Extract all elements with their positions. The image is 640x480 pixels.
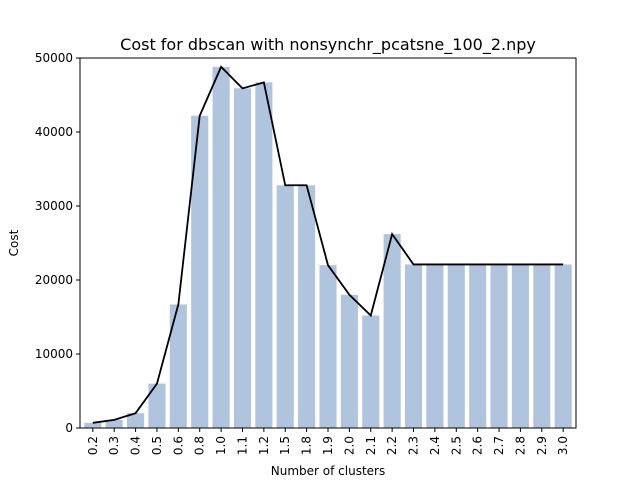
bar-0.8	[191, 115, 209, 428]
x-tick-label: 3.0	[556, 436, 570, 455]
y-tick-label: 40000	[35, 125, 73, 139]
x-tick-label: 1.8	[300, 436, 314, 455]
bar-2.6	[469, 264, 487, 428]
x-axis: 0.2 0.3 0.4 0.5 0.6 0.8 1.0 1.1 1.2 1.5 1.8 1.9 2.0 2…	[86, 428, 570, 455]
x-tick-label: 2.9	[535, 436, 549, 455]
x-tick-label: 2.3	[407, 436, 421, 455]
x-tick-label: 2.0	[342, 436, 356, 455]
y-tick-label: 20000	[35, 273, 73, 287]
bar-1.8	[298, 185, 316, 428]
bars-group	[84, 66, 572, 429]
bar-0.6	[169, 304, 187, 428]
bar-3.0	[554, 264, 572, 428]
bar-2.1	[362, 315, 380, 428]
x-tick-label: 1.0	[214, 436, 228, 455]
y-tick-label: 10000	[35, 347, 73, 361]
y-tick-label: 30000	[35, 199, 73, 213]
bar-2.3	[404, 264, 423, 428]
x-tick-label: 1.2	[257, 436, 271, 455]
bar-0.4	[127, 413, 145, 428]
bar-1.9	[319, 265, 337, 428]
y-axis-label: Cost	[7, 229, 21, 256]
x-tick-label: 1.5	[278, 436, 292, 455]
x-tick-label: 0.2	[86, 436, 100, 455]
x-tick-label: 2.7	[492, 436, 506, 455]
bar-2.2	[383, 234, 401, 428]
cost-line	[92, 65, 564, 424]
bar-2.5	[447, 264, 465, 428]
bar-2.7	[490, 264, 508, 428]
bar-1.5	[276, 185, 294, 428]
y-tick-label: 50000	[35, 51, 73, 65]
x-tick-label: 2.2	[385, 436, 399, 455]
x-tick-label: 1.9	[321, 436, 335, 455]
x-tick-label: 2.5	[449, 436, 463, 455]
bar-0.5	[148, 383, 166, 428]
bar-1.0	[212, 66, 230, 428]
x-tick-label: 0.3	[107, 436, 121, 455]
y-axis: 0 10000 20000 30000 40000 50000	[35, 51, 80, 435]
x-tick-label: 0.8	[193, 436, 207, 455]
bar-1.1	[233, 88, 252, 428]
x-tick-label: 1.1	[235, 436, 249, 455]
x-tick-label: 2.8	[513, 436, 527, 455]
x-axis-label: Number of clusters	[271, 464, 385, 478]
y-tick-label: 0	[65, 421, 73, 435]
chart-title: Cost for dbscan with nonsynchr_pcatsne_1…	[120, 35, 536, 55]
bar-2.0	[340, 294, 358, 428]
bar-0.3	[105, 419, 123, 428]
x-tick-label: 0.5	[150, 436, 164, 455]
x-tick-label: 0.6	[171, 436, 185, 455]
x-tick-label: 0.4	[129, 436, 143, 455]
x-tick-label: 2.6	[471, 436, 485, 455]
bar-1.2	[255, 82, 273, 429]
bar-2.9	[533, 264, 551, 428]
x-tick-label: 2.4	[428, 436, 442, 455]
x-tick-label: 2.1	[364, 436, 378, 455]
bar-2.4	[426, 264, 444, 428]
bar-0.2	[84, 422, 102, 428]
bar-2.8	[511, 264, 529, 428]
